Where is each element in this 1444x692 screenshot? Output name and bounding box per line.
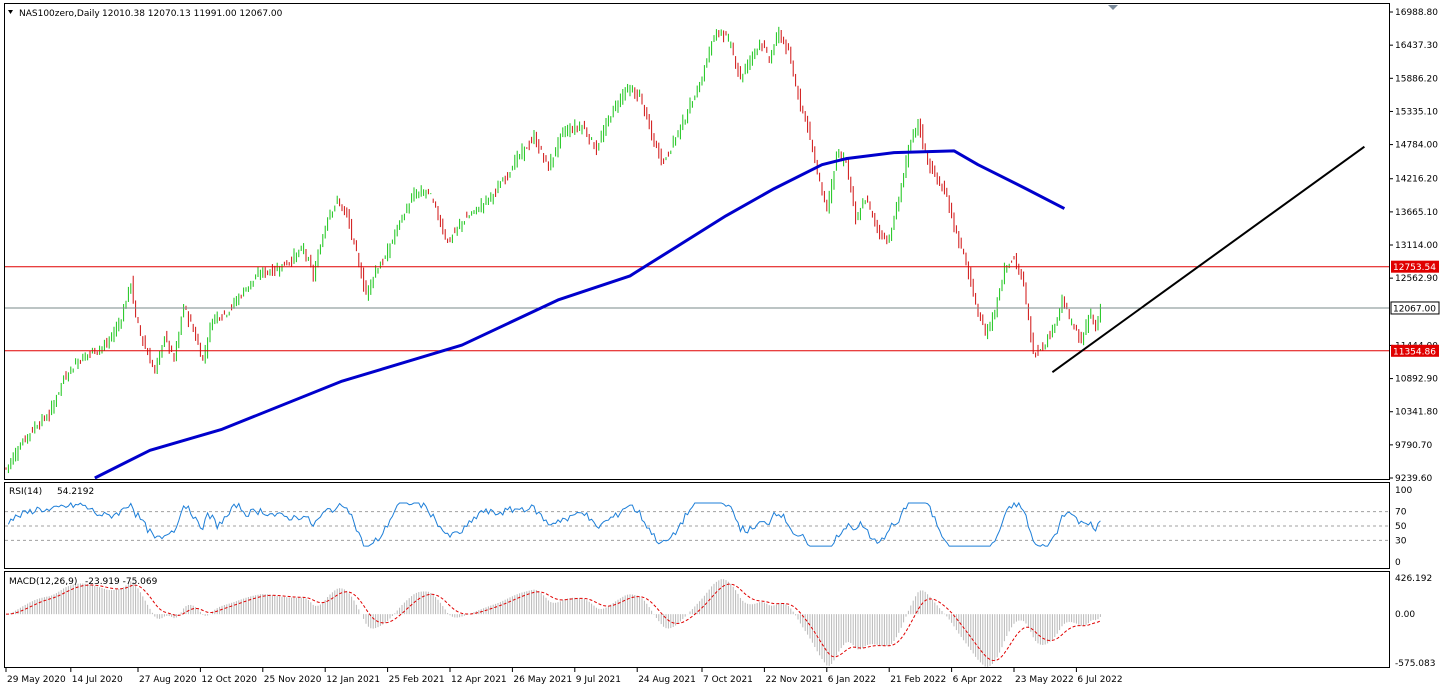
- x-tick-label: 6 Apr 2022: [953, 675, 1003, 685]
- chart-ohlc: 12010.38 12070.13 11991.00 12067.00: [102, 9, 283, 19]
- macd-pane-frame: [4, 571, 1390, 668]
- level-tag: [1391, 344, 1439, 357]
- y-tick-label: 13665.10: [1395, 208, 1438, 218]
- y-tick-label: 14216.20: [1395, 175, 1438, 185]
- x-tick-label: 12 Apr 2021: [451, 675, 507, 685]
- rsi-value: 54.2192: [57, 487, 94, 497]
- x-tick-label: 21 Feb 2022: [890, 675, 946, 685]
- macd-tick-label: 0.00: [1395, 610, 1415, 620]
- macd-name: MACD(12,26,9): [9, 577, 77, 587]
- rsi-tick-label: 50: [1395, 522, 1407, 532]
- x-tick-label: 6 Jan 2022: [828, 675, 876, 685]
- x-tick-label: 25 Nov 2020: [264, 675, 322, 685]
- chart-symbol: NAS100zero,Daily: [19, 9, 100, 19]
- y-tick-label: 10892.90: [1395, 375, 1438, 385]
- macd-layer: [5, 579, 1101, 667]
- x-tick-label: 27 Aug 2020: [139, 675, 197, 685]
- moving-average-line: [94, 149, 1066, 480]
- y-tick-label: 16988.80: [1395, 8, 1438, 18]
- y-tick-label: 15886.20: [1395, 74, 1438, 84]
- rsi-tick-label: 0: [1395, 558, 1401, 568]
- rsi-name: RSI(14): [9, 487, 42, 497]
- level-tag-label: 11354.86: [1393, 347, 1436, 357]
- level-tag: [1391, 260, 1439, 273]
- y-tick-label: 15335.10: [1395, 107, 1438, 117]
- level-tag: [1390, 301, 1440, 315]
- x-tick-label: 9 Jul 2021: [576, 675, 621, 685]
- y-tick-label: 14784.00: [1395, 141, 1438, 151]
- macd-tick-label: -575.083: [1395, 659, 1435, 669]
- y-tick-label: 9790.70: [1395, 441, 1432, 451]
- x-tick-label: 25 Feb 2021: [389, 675, 445, 685]
- x-tick-label: 26 May 2021: [513, 675, 572, 685]
- trend-line[interactable]: [1051, 145, 1365, 373]
- y-tick-label: 10341.80: [1395, 408, 1438, 418]
- x-tick-label: 29 May 2020: [7, 675, 66, 685]
- collapse-triangle-icon[interactable]: [8, 10, 13, 14]
- x-tick-label: 24 Aug 2021: [638, 675, 696, 685]
- x-tick-label: 23 May 2022: [1015, 675, 1074, 685]
- main-pane-frame: [4, 3, 1390, 480]
- axis-layer: 16988.80 16437.30 15886.20 15335.10 14784.00…: [5, 8, 1440, 685]
- x-tick-label: 22 Nov 2021: [765, 675, 823, 685]
- y-tick-label: 9239.60: [1395, 474, 1432, 484]
- x-tick-label: 6 Jul 2022: [1077, 675, 1122, 685]
- rsi-line: [7, 501, 1101, 547]
- main-layer: [5, 26, 1389, 480]
- rsi-tick-label: 100: [1395, 486, 1412, 496]
- x-tick-label: 7 Oct 2021: [703, 675, 753, 685]
- y-tick-label: 16437.30: [1395, 41, 1438, 51]
- rsi-layer: [5, 501, 1389, 547]
- x-tick-label: 12 Jan 2021: [326, 675, 380, 685]
- level-tag-label: 12753.54: [1393, 263, 1436, 273]
- x-tick-label: 12 Oct 2020: [201, 675, 257, 685]
- macd-tick-label: 426.192: [1395, 574, 1432, 584]
- macd-signal-line: [5, 583, 1101, 662]
- rsi-tick-label: 70: [1395, 508, 1407, 518]
- macd-value: -23.919 -75.069: [85, 577, 158, 587]
- x-tick-label: 14 Jul 2020: [72, 675, 123, 685]
- shift-marker-icon[interactable]: [1108, 5, 1118, 10]
- y-tick-label: 12562.90: [1395, 274, 1438, 284]
- level-tag-label: 12067.00: [1393, 304, 1436, 314]
- y-tick-label: 13114.00: [1395, 241, 1438, 251]
- rsi-tick-label: 30: [1395, 536, 1407, 546]
